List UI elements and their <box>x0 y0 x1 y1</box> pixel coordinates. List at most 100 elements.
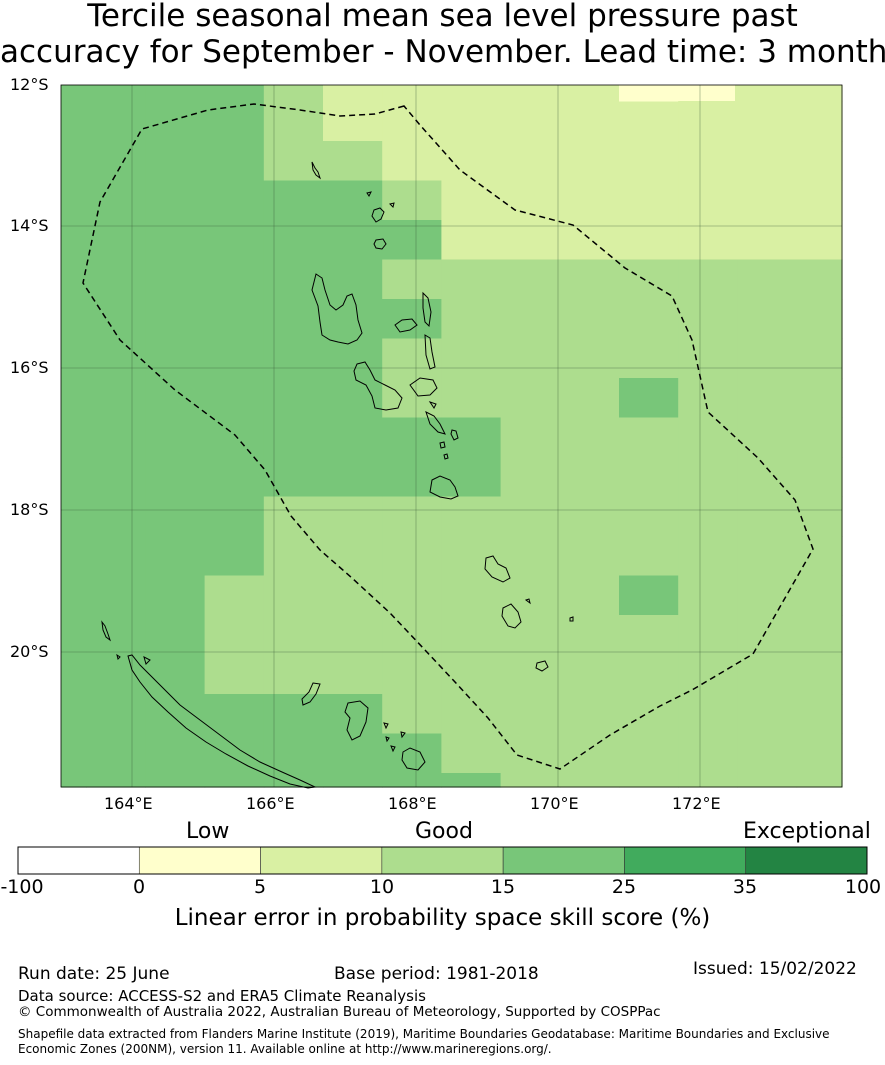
skill-cell <box>263 694 324 735</box>
skill-cell <box>61 417 87 458</box>
skill-cell <box>441 733 502 774</box>
skill-cell <box>500 85 561 103</box>
lat-label-18s: 18°S <box>10 500 49 519</box>
skill-cell <box>500 733 561 774</box>
skill-cell <box>441 417 502 458</box>
skill-cell <box>86 220 146 261</box>
skill-cell <box>441 141 502 182</box>
skill-cell <box>619 417 679 458</box>
skill-cell <box>619 85 679 103</box>
skill-cell <box>559 733 620 774</box>
skill-cell <box>500 299 561 340</box>
skill-cell <box>500 417 561 458</box>
skill-cell <box>559 101 620 142</box>
skill-cell <box>204 417 265 458</box>
skill-cell <box>382 496 442 537</box>
skill-cell <box>204 496 265 537</box>
shapefile-credit-line-1: Shapefile data extracted from Flanders M… <box>18 1027 830 1041</box>
skill-cell <box>559 417 620 458</box>
skill-cell <box>500 536 561 577</box>
skill-cell <box>263 85 324 103</box>
skill-cell <box>145 338 206 379</box>
skill-cell <box>145 180 206 221</box>
lat-label-20s: 20°S <box>10 642 49 661</box>
lon-label-166e: 166°E <box>246 794 295 813</box>
skill-cell <box>61 259 87 300</box>
skill-cell <box>86 496 146 537</box>
skill-cell <box>323 417 383 458</box>
skill-cell <box>382 575 442 616</box>
skill-cell <box>61 694 87 735</box>
skill-cell <box>737 259 798 300</box>
skill-cell <box>323 694 383 735</box>
skill-cell <box>559 615 620 656</box>
skill-cell <box>145 141 206 182</box>
skill-cell <box>145 536 206 577</box>
skill-cell <box>619 496 679 537</box>
skill-cell <box>323 615 383 656</box>
skill-cell <box>204 654 265 695</box>
skill-cell <box>61 496 87 537</box>
skill-cell <box>500 615 561 656</box>
skill-cell <box>145 220 206 261</box>
skill-cell <box>382 180 442 221</box>
skill-cell <box>619 457 679 498</box>
skill-cell <box>382 101 442 142</box>
chart-title-line-1: Tercile seasonal mean sea level pressure… <box>87 0 798 34</box>
skill-cell <box>61 575 87 616</box>
skill-cell <box>678 694 738 735</box>
colorbar-swatch <box>745 846 868 875</box>
skill-cell <box>441 575 502 616</box>
colorbar-swatch <box>260 846 383 875</box>
skill-cell <box>441 101 502 142</box>
copyright: © Commonwealth of Australia 2022, Austra… <box>18 1004 661 1020</box>
skill-cell <box>323 338 383 379</box>
skill-cell <box>145 615 206 656</box>
skill-cell <box>796 101 843 142</box>
skill-cell <box>61 654 87 695</box>
skill-cell <box>796 733 843 774</box>
skill-cell <box>678 259 738 300</box>
skill-cell <box>441 180 502 221</box>
skill-cell <box>86 101 146 142</box>
lat-label-14s: 14°S <box>10 216 49 235</box>
skill-cell <box>263 457 324 498</box>
skill-cell <box>441 299 502 340</box>
skill-cell <box>323 496 383 537</box>
skill-cell <box>61 85 87 103</box>
skill-cell <box>382 338 442 379</box>
skill-cell <box>737 773 798 788</box>
skill-cell <box>382 694 442 735</box>
skill-cell <box>86 180 146 221</box>
skill-cell <box>204 259 265 300</box>
skill-cell <box>323 180 383 221</box>
skill-cell <box>86 615 146 656</box>
colorbar-tick: -100 <box>0 876 44 898</box>
skill-cell <box>204 299 265 340</box>
skill-cell <box>323 101 383 142</box>
skill-cell <box>500 141 561 182</box>
colorbar-frame <box>17 846 868 875</box>
skill-cell <box>145 417 206 458</box>
skill-cell <box>382 378 442 419</box>
skill-cell <box>796 654 843 695</box>
skill-cell <box>619 180 679 221</box>
skill-cell <box>204 378 265 419</box>
skill-cell <box>323 733 383 774</box>
run-date: Run date: 25 June <box>18 964 170 984</box>
category-low: Low <box>186 819 230 844</box>
skill-cell <box>559 299 620 340</box>
skill-cell <box>145 85 206 103</box>
skill-cell <box>86 654 146 695</box>
skill-cell <box>323 220 383 261</box>
skill-cell <box>500 773 561 788</box>
skill-cell <box>441 654 502 695</box>
skill-cell <box>441 338 502 379</box>
skill-cell <box>796 417 843 458</box>
skill-cell <box>737 457 798 498</box>
skill-cell <box>737 615 798 656</box>
skill-cell <box>500 496 561 537</box>
skill-cell <box>323 773 383 788</box>
skill-cell <box>500 101 561 142</box>
skill-cell <box>86 457 146 498</box>
